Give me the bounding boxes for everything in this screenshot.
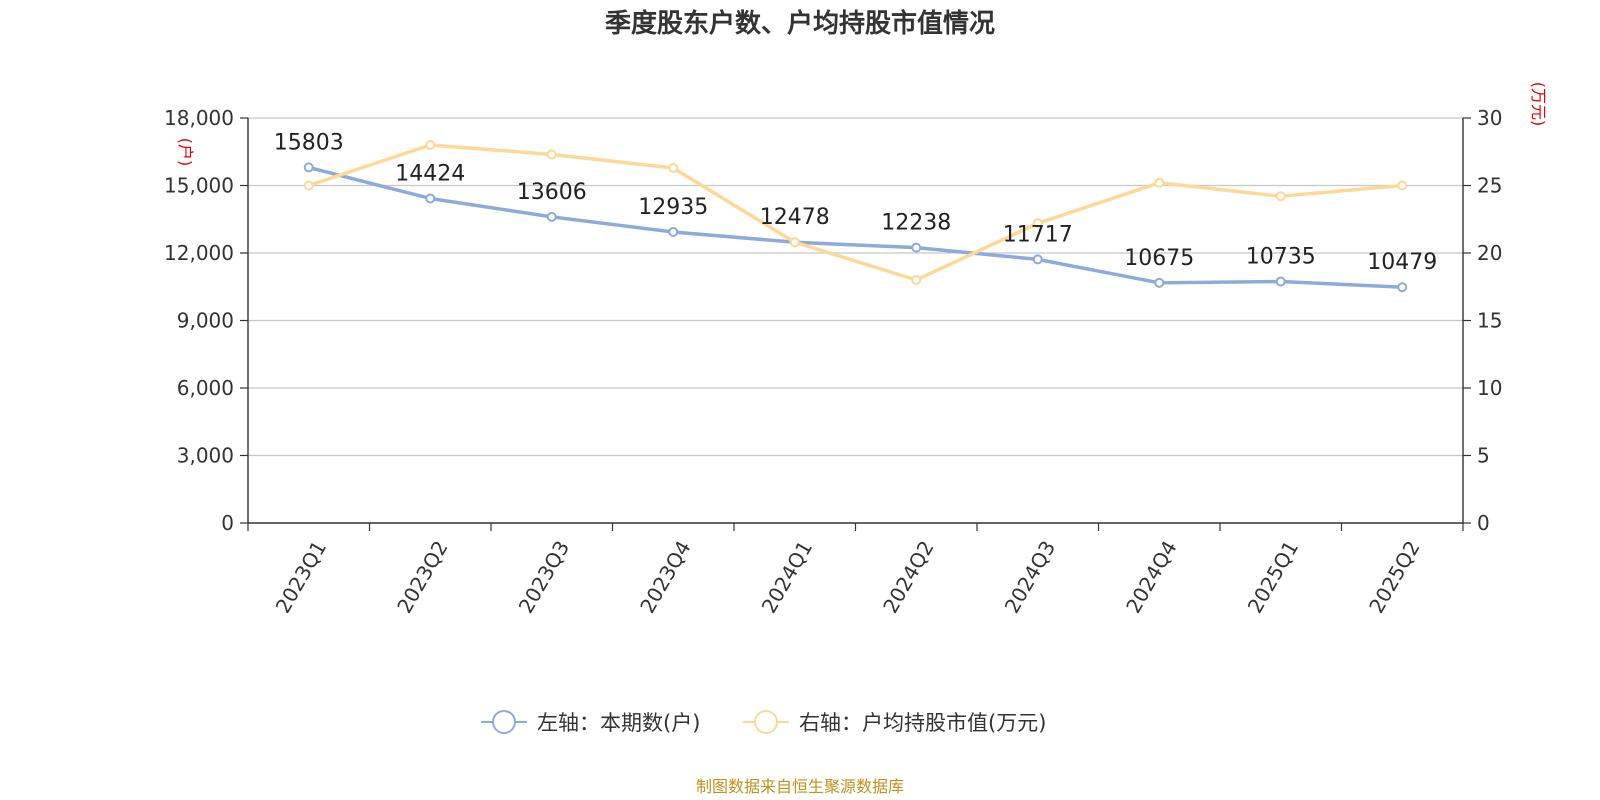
- legend: 左轴：本期数(户) 右轴：户均持股市值(万元): [481, 710, 1046, 735]
- right-axis-tick-label: 0: [1477, 511, 1490, 535]
- left-axis-tick-label: 3,000: [177, 444, 234, 468]
- x-axis-tick-label: 2023Q1: [271, 537, 331, 618]
- x-axis-tick-label: 2025Q2: [1364, 537, 1424, 618]
- avg-market-value-point: [546, 149, 557, 160]
- shareholder-count-point: [1397, 282, 1408, 293]
- right-axis-tick-label: 25: [1477, 174, 1502, 198]
- data-label: 10675: [1124, 246, 1194, 271]
- data-label: 15803: [274, 130, 344, 155]
- data-labels: 15803 14424 13606 12935 12478 12238 11717 10675…: [274, 130, 1438, 275]
- x-axis-tick-label: 2024Q3: [1000, 537, 1060, 618]
- right-axis-tick-label: 30: [1477, 106, 1502, 130]
- data-label: 10479: [1367, 250, 1437, 275]
- right-axis-unit-label: (万元): [1529, 82, 1548, 127]
- data-label: 12935: [638, 195, 708, 220]
- right-axis-tick-label: 10: [1477, 376, 1502, 400]
- avg-market-value-point: [1275, 191, 1286, 202]
- shareholder-count-point: [546, 211, 557, 222]
- chart-title: 季度股东户数、户均持股市值情况: [605, 8, 995, 39]
- avg-market-value-point: [911, 275, 922, 285]
- shareholder-count-point: [668, 226, 679, 237]
- avg-market-value-point: [425, 140, 436, 150]
- avg-market-value-point: [1032, 218, 1043, 229]
- data-label: 10735: [1246, 244, 1316, 269]
- right-axis-tick-label: 5: [1477, 444, 1490, 468]
- x-axis-tick-label: 2024Q2: [878, 537, 938, 618]
- legend-label: 右轴：户均持股市值(万元): [799, 711, 1046, 735]
- shareholder-count-point: [1032, 254, 1043, 265]
- shareholder-count-point: [1275, 276, 1286, 287]
- left-axis-unit-label: (户): [176, 138, 195, 167]
- legend-marker-icon: [754, 710, 778, 734]
- left-axis-tick-label: 12,000: [164, 241, 234, 265]
- right-axis-tick-label: 15: [1477, 309, 1502, 333]
- source-note: 制图数据来自恒生聚源数据库: [696, 777, 904, 796]
- left-axis-tick-label: 0: [221, 511, 234, 535]
- shareholder-count-line: [307, 165, 1404, 289]
- avg-market-value-point: [1154, 177, 1165, 188]
- avg-market-value-point: [303, 180, 314, 191]
- data-label: 12478: [760, 205, 830, 230]
- x-axis-tick-label: 2023Q3: [514, 537, 574, 618]
- gridlines: [248, 117, 1463, 457]
- x-axis-tick-label: 2024Q1: [757, 537, 817, 618]
- shareholder-count-point: [303, 162, 314, 173]
- right-axis-tick-label: 20: [1477, 241, 1502, 265]
- data-label: 14424: [395, 161, 465, 186]
- avg-market-value-point: [1397, 180, 1408, 191]
- left-axis-tick-label: 6,000: [177, 376, 234, 400]
- avg-market-value-point: [668, 162, 679, 173]
- data-label: 13606: [517, 180, 587, 205]
- x-axis-tick-label: 2023Q2: [392, 537, 452, 618]
- legend-marker-icon: [492, 710, 516, 734]
- shareholder-count-point: [425, 193, 436, 204]
- avg-market-value-line: [307, 143, 1404, 282]
- x-axis-tick-label: 2024Q4: [1121, 537, 1181, 618]
- left-axis-tick-label: 15,000: [164, 174, 234, 198]
- x-axis-tick-label: 2025Q1: [1243, 537, 1303, 618]
- left-axis-tick-label: 9,000: [177, 309, 234, 333]
- x-axis-tick-label: 2023Q4: [635, 537, 695, 618]
- data-label: 11717: [1003, 222, 1073, 247]
- avg-market-value-point: [789, 237, 800, 248]
- data-label: 12238: [881, 211, 951, 236]
- legend-label: 左轴：本期数(户): [537, 711, 700, 735]
- series-lines: [303, 140, 1408, 293]
- left-axis-tick-label: 18,000: [164, 106, 234, 130]
- shareholder-count-point: [911, 242, 922, 253]
- shareholder-count-point: [1154, 277, 1165, 288]
